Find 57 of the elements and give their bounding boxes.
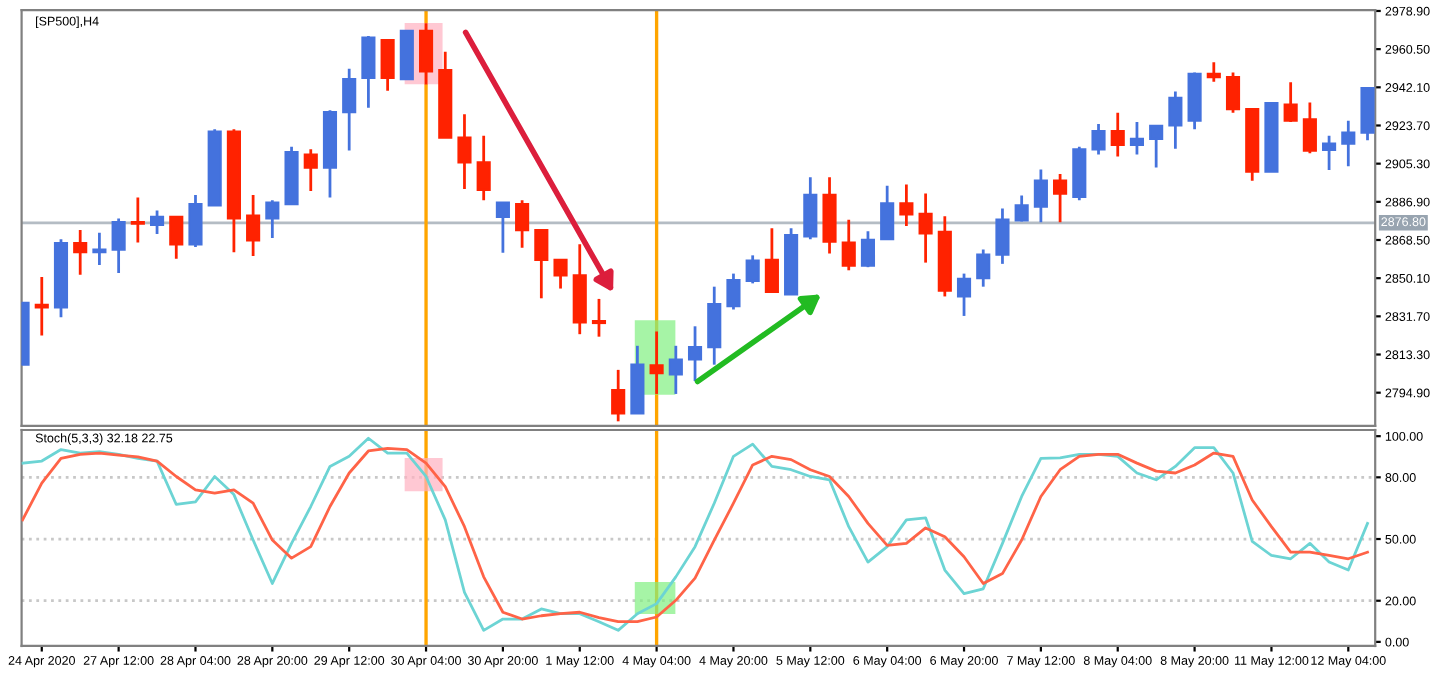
candlestick [764, 226, 779, 294]
candlestick [1187, 71, 1202, 131]
candlestick [1129, 120, 1145, 156]
candlestick [380, 38, 395, 93]
candlestick [707, 285, 722, 367]
candlestick [553, 258, 568, 290]
candlestick [34, 275, 49, 337]
candlestick [515, 198, 530, 250]
candlestick [572, 242, 587, 336]
candlestick [803, 175, 818, 241]
candlestick [73, 228, 88, 277]
candlestick [457, 112, 472, 191]
candlestick [246, 193, 261, 258]
candlestick [169, 215, 184, 261]
candlestick [668, 344, 683, 396]
candlestick [1283, 80, 1298, 124]
candlestick [860, 229, 876, 269]
candlestick [1110, 111, 1125, 158]
candlestick [1149, 124, 1164, 169]
candlestick [1033, 168, 1048, 224]
candlestick [342, 67, 357, 152]
candlestick [918, 192, 933, 264]
candlestick [188, 193, 203, 249]
candlestick [841, 218, 856, 272]
candlestick [418, 21, 434, 86]
candlestick [1225, 71, 1241, 115]
candlestick [591, 297, 607, 339]
candlestick [1053, 172, 1068, 224]
candlestick [687, 324, 703, 383]
candlestick [495, 201, 510, 255]
candlestick [1302, 101, 1317, 155]
candlestick [92, 231, 107, 267]
candlestick [149, 209, 165, 236]
candlestick [1322, 134, 1337, 172]
candlestick [534, 228, 549, 300]
candlestick [745, 253, 760, 285]
candlestick [822, 175, 837, 255]
candlestick [1341, 119, 1356, 168]
candlestick [265, 198, 280, 240]
candlestick [649, 330, 664, 396]
candlestick [1168, 90, 1183, 151]
candlestick [1206, 60, 1221, 84]
candlestick [899, 183, 914, 228]
candlestick [880, 184, 895, 241]
candlestick [976, 248, 991, 289]
candlestick [1014, 194, 1029, 223]
candlestick [130, 196, 145, 244]
candlestick [995, 207, 1010, 266]
candlestick [1091, 122, 1106, 156]
candlestick [726, 272, 741, 311]
candlestick [361, 34, 376, 110]
candlestick [956, 272, 972, 318]
candlestick [476, 134, 491, 202]
candlestick [111, 217, 126, 275]
candlestick [1072, 145, 1087, 202]
candlestick [303, 147, 318, 193]
candlestick [611, 368, 626, 423]
